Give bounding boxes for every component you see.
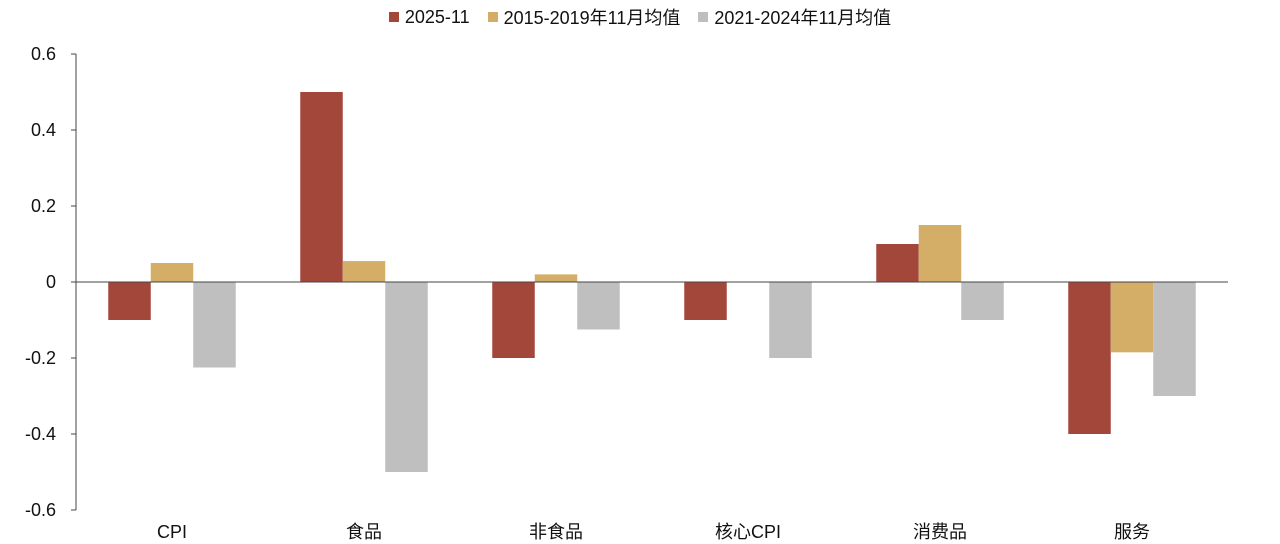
legend-swatch-series-1 <box>388 12 399 22</box>
x-tick-label-6: 服务 <box>1114 522 1150 542</box>
y-tick-label-3: 0.2 <box>31 196 56 216</box>
y-tick-label-6: -0.4 <box>25 424 56 444</box>
y-tick-label-7: -0.6 <box>25 500 56 520</box>
legend-item-series-2: 2015-2019年11月均值 <box>487 4 681 30</box>
bar-series-1-cat-2 <box>300 92 343 282</box>
bar-series-1-cat-1 <box>108 282 151 320</box>
bar-series-1-cat-6 <box>1068 282 1111 434</box>
x-tick-label-5: 消费品 <box>913 522 967 542</box>
x-tick-label-1: CPI <box>157 522 187 542</box>
legend-label-series-2: 2015-2019年11月均值 <box>503 8 681 28</box>
legend-label-series-3: 2021-2024年11月均值 <box>714 8 892 28</box>
bar-series-3-cat-5 <box>961 282 1004 320</box>
y-tick-label-2: 0.4 <box>31 120 56 140</box>
x-tick-label-4: 核心CPI <box>715 522 781 542</box>
legend-label-series-1: 2025-11 <box>404 6 470 27</box>
x-tick-label-2: 食品 <box>346 522 382 542</box>
bar-series-1-cat-4 <box>684 282 727 320</box>
bar-series-1-cat-3 <box>492 282 535 358</box>
legend-item-series-1: 2025-11 <box>388 4 470 30</box>
bar-series-2-cat-3 <box>534 274 578 282</box>
x-tick-label-3: 非食品 <box>529 522 583 542</box>
bar-series-3-cat-2 <box>385 282 428 472</box>
legend-swatch-series-2 <box>487 12 498 22</box>
y-tick-label-5: -0.2 <box>25 348 56 368</box>
bar-series-3-cat-3 <box>577 282 620 330</box>
legend-swatch-series-3 <box>698 12 709 22</box>
legend-item-series-3: 2021-2024年11月均值 <box>698 4 891 30</box>
y-tick-label-4: 0 <box>46 272 56 292</box>
bar-series-2-cat-1 <box>150 263 194 282</box>
chart-legend: 2025-11 2015-2019年11月均值 2021-2024年11月均值 <box>0 4 1280 30</box>
bar-series-3-cat-4 <box>769 282 812 358</box>
bar-series-3-cat-1 <box>193 282 236 368</box>
bar-series-2-cat-6 <box>1110 282 1154 353</box>
y-tick-label-1: 0.6 <box>31 44 56 64</box>
bar-series-2-cat-2 <box>342 261 386 282</box>
bar-series-3-cat-6 <box>1153 282 1196 396</box>
bar-series-1-cat-5 <box>876 244 919 282</box>
bar-series-2-cat-5 <box>918 225 962 282</box>
